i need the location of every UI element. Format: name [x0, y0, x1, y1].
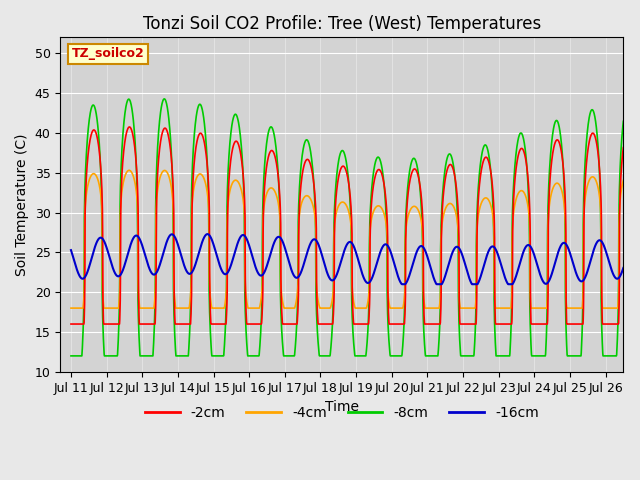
Legend: -2cm, -4cm, -8cm, -16cm: -2cm, -4cm, -8cm, -16cm — [140, 400, 545, 425]
Y-axis label: Soil Temperature (C): Soil Temperature (C) — [15, 133, 29, 276]
Title: Tonzi Soil CO2 Profile: Tree (West) Temperatures: Tonzi Soil CO2 Profile: Tree (West) Temp… — [143, 15, 541, 33]
X-axis label: Time: Time — [324, 400, 359, 414]
Text: TZ_soilco2: TZ_soilco2 — [72, 48, 144, 60]
